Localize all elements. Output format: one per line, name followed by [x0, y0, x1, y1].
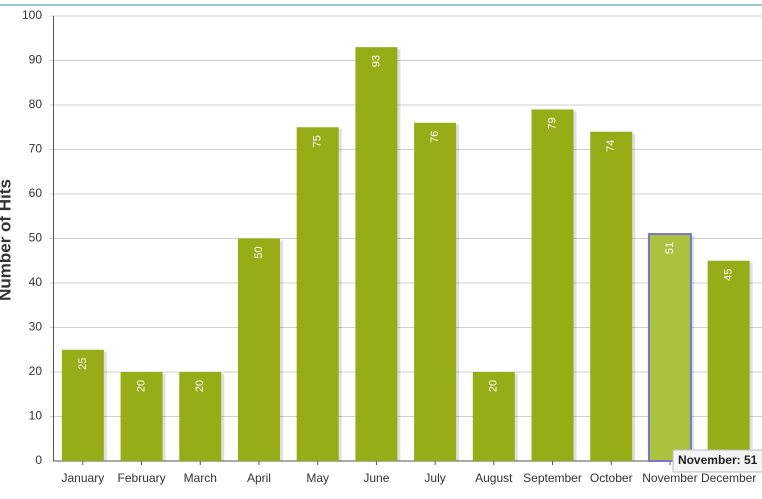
bar	[647, 233, 692, 462]
x-tick-label: March	[184, 471, 217, 485]
bar	[179, 372, 222, 461]
y-tick-label: 10	[29, 409, 43, 423]
y-tick-label: 30	[29, 320, 43, 334]
tooltip-text: November: 51	[678, 453, 758, 467]
x-tick-label: September	[523, 471, 582, 485]
y-tick-label: 50	[29, 231, 43, 245]
value-label: 25	[77, 358, 89, 370]
value-label: 20	[488, 380, 500, 392]
value-label: 20	[194, 380, 206, 392]
x-tick-label: July	[424, 471, 445, 485]
value-label: 20	[135, 380, 147, 392]
bar	[237, 238, 280, 461]
bar	[531, 109, 574, 461]
value-label: 45	[723, 269, 735, 281]
x-tick-label: May	[306, 471, 329, 485]
bar	[590, 131, 633, 461]
x-tick-label: February	[118, 471, 166, 485]
bar	[355, 47, 398, 462]
value-label: 75	[312, 135, 324, 147]
value-label: 93	[370, 55, 382, 67]
x-tick-label: April	[247, 471, 271, 485]
y-tick-label: 100	[22, 8, 42, 22]
bar	[120, 372, 163, 461]
bar	[414, 122, 457, 462]
bar	[707, 260, 750, 461]
y-axis-title: Number of Hits	[0, 179, 14, 301]
y-tick-label: 60	[29, 186, 43, 200]
x-tick-label: August	[475, 471, 513, 485]
tooltip: November: 51	[672, 449, 762, 473]
x-tick-label: November	[642, 471, 697, 485]
bar	[296, 127, 339, 461]
y-tick-label: 0	[35, 453, 42, 467]
value-label: 76	[429, 131, 441, 143]
bar	[61, 349, 104, 461]
value-label: 50	[253, 246, 265, 258]
value-label: 74	[605, 140, 617, 152]
x-tick-label: December	[701, 471, 756, 485]
x-tick-label: January	[62, 471, 105, 485]
value-label: 79	[546, 117, 558, 129]
y-tick-label: 70	[29, 142, 43, 156]
tooltip-box	[672, 449, 762, 473]
y-tick-label: 80	[29, 97, 43, 111]
y-tick-label: 20	[29, 364, 43, 378]
x-tick-label: June	[363, 471, 389, 485]
y-tick-label: 40	[29, 275, 43, 289]
y-tick-label: 90	[29, 53, 43, 67]
value-label: 51	[664, 242, 676, 254]
x-tick-label: October	[590, 471, 633, 485]
bar	[472, 372, 515, 461]
